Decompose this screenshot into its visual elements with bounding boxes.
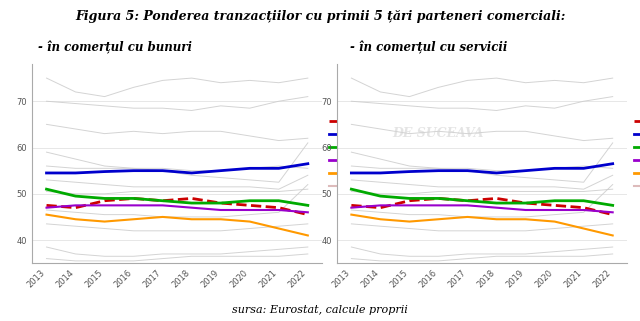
Text: DE SUCEAVA: DE SUCEAVA — [393, 127, 484, 140]
Legend: Romania, Cehia, Polonia, Ungaria, Bulgaria, Alte state membre: Romania, Cehia, Polonia, Ungaria, Bulgar… — [329, 117, 422, 190]
Text: - în comerțul cu servicii: - în comerțul cu servicii — [350, 42, 508, 55]
Text: Figura 5: Ponderea tranzacțiilor cu primii 5 țări parteneri comerciali:: Figura 5: Ponderea tranzacțiilor cu prim… — [75, 10, 565, 22]
Legend: Romania, Cehia, Polonia, Ungaria, Bulgaria, Alte state membre: Romania, Cehia, Polonia, Ungaria, Bulgar… — [634, 117, 640, 190]
Text: - în comerțul cu bunuri: - în comerțul cu bunuri — [38, 42, 192, 55]
Text: sursa: Eurostat, calcule proprii: sursa: Eurostat, calcule proprii — [232, 305, 408, 315]
